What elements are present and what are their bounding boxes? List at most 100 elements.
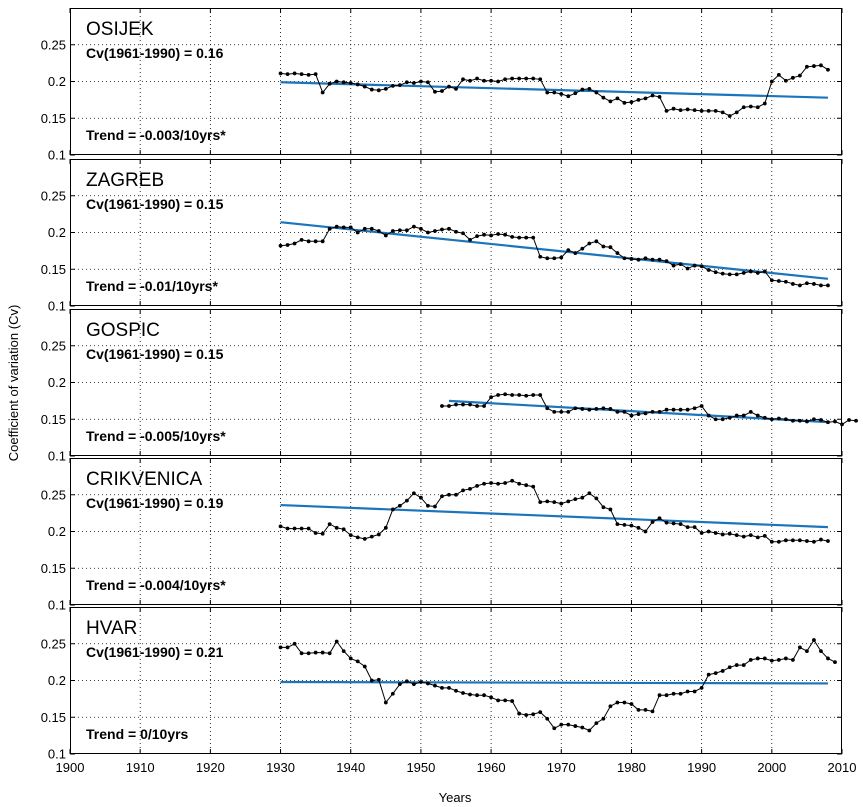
data-point — [776, 539, 781, 544]
data-point — [615, 700, 620, 705]
data-point — [657, 516, 662, 521]
data-point — [650, 410, 655, 414]
data-point — [587, 728, 592, 733]
data-point — [664, 693, 669, 698]
data-point — [362, 536, 367, 541]
data-point — [369, 534, 374, 539]
y-tick-label: 0.1 — [48, 148, 66, 163]
data-point — [327, 522, 332, 527]
data-point — [517, 711, 522, 716]
data-point — [643, 708, 648, 712]
data-point — [313, 239, 318, 244]
data-point — [496, 79, 501, 84]
data-point — [783, 417, 788, 422]
data-point — [419, 680, 423, 684]
data-point — [461, 691, 465, 695]
data-point — [580, 246, 585, 251]
data-point — [348, 656, 353, 661]
data-point — [341, 225, 346, 230]
data-point — [797, 283, 802, 288]
data-point — [447, 84, 451, 89]
data-point — [475, 693, 479, 698]
data-point — [552, 256, 557, 261]
data-point — [608, 704, 613, 709]
data-point — [517, 393, 522, 397]
data-point — [313, 531, 318, 535]
data-point — [313, 72, 318, 77]
data-point — [819, 283, 823, 288]
data-point — [762, 415, 767, 420]
y-axis-title: Coefficient of variation (Cv) — [6, 305, 21, 462]
data-point — [720, 110, 725, 115]
data-point — [692, 525, 697, 529]
data-point — [678, 691, 683, 696]
data-point — [587, 491, 592, 496]
data-point — [517, 76, 522, 81]
data-point — [664, 407, 669, 412]
data-point — [685, 407, 690, 412]
data-point — [334, 79, 339, 84]
data-point — [812, 539, 816, 544]
data-point — [566, 722, 571, 727]
x-tick-label: 1950 — [406, 760, 435, 775]
data-point — [475, 484, 479, 488]
data-point — [306, 72, 311, 77]
data-point — [397, 228, 402, 233]
data-point — [545, 406, 550, 411]
data-point — [559, 410, 564, 414]
data-point — [390, 507, 395, 512]
data-point — [615, 522, 620, 527]
data-point — [376, 677, 381, 682]
data-point — [636, 525, 641, 530]
data-point — [755, 535, 760, 540]
data-point — [826, 656, 830, 661]
data-point — [510, 235, 515, 239]
data-point — [433, 89, 437, 94]
data-point — [664, 109, 669, 113]
data-point — [720, 669, 725, 673]
data-point — [622, 522, 627, 527]
data-point — [678, 262, 683, 267]
data-point — [790, 75, 795, 80]
data-point — [454, 402, 458, 407]
data-point — [601, 505, 606, 510]
data-point — [573, 251, 578, 255]
data-point — [383, 233, 388, 238]
data-point — [468, 402, 472, 407]
data-point — [320, 90, 325, 95]
data-point — [650, 520, 655, 524]
data-point — [748, 658, 753, 662]
data-point — [741, 271, 746, 275]
data-point — [524, 393, 529, 398]
data-point — [608, 407, 613, 411]
x-tick-label: 1920 — [196, 760, 225, 775]
data-point — [419, 79, 423, 84]
data-point — [734, 533, 739, 538]
data-point — [671, 521, 676, 526]
data-point — [454, 492, 458, 497]
data-point — [461, 488, 465, 493]
data-point — [538, 254, 543, 259]
data-point — [671, 263, 676, 268]
data-point — [482, 693, 486, 698]
data-point — [657, 693, 662, 698]
data-point — [650, 93, 655, 98]
data-point — [517, 235, 522, 240]
data-point — [629, 523, 634, 528]
data-point — [699, 264, 704, 269]
y-tick-label: 0.2 — [48, 74, 66, 89]
data-point — [482, 78, 486, 83]
data-point — [496, 698, 501, 703]
data-point — [671, 106, 676, 111]
data-point — [503, 481, 508, 485]
data-point — [278, 524, 283, 529]
data-point — [812, 282, 816, 286]
data-point — [566, 499, 571, 504]
data-point — [594, 496, 599, 501]
data-point — [776, 279, 781, 283]
data-point — [685, 525, 690, 529]
data-point — [713, 671, 718, 676]
data-point — [783, 279, 788, 284]
data-point — [341, 527, 346, 532]
data-point — [629, 702, 634, 706]
